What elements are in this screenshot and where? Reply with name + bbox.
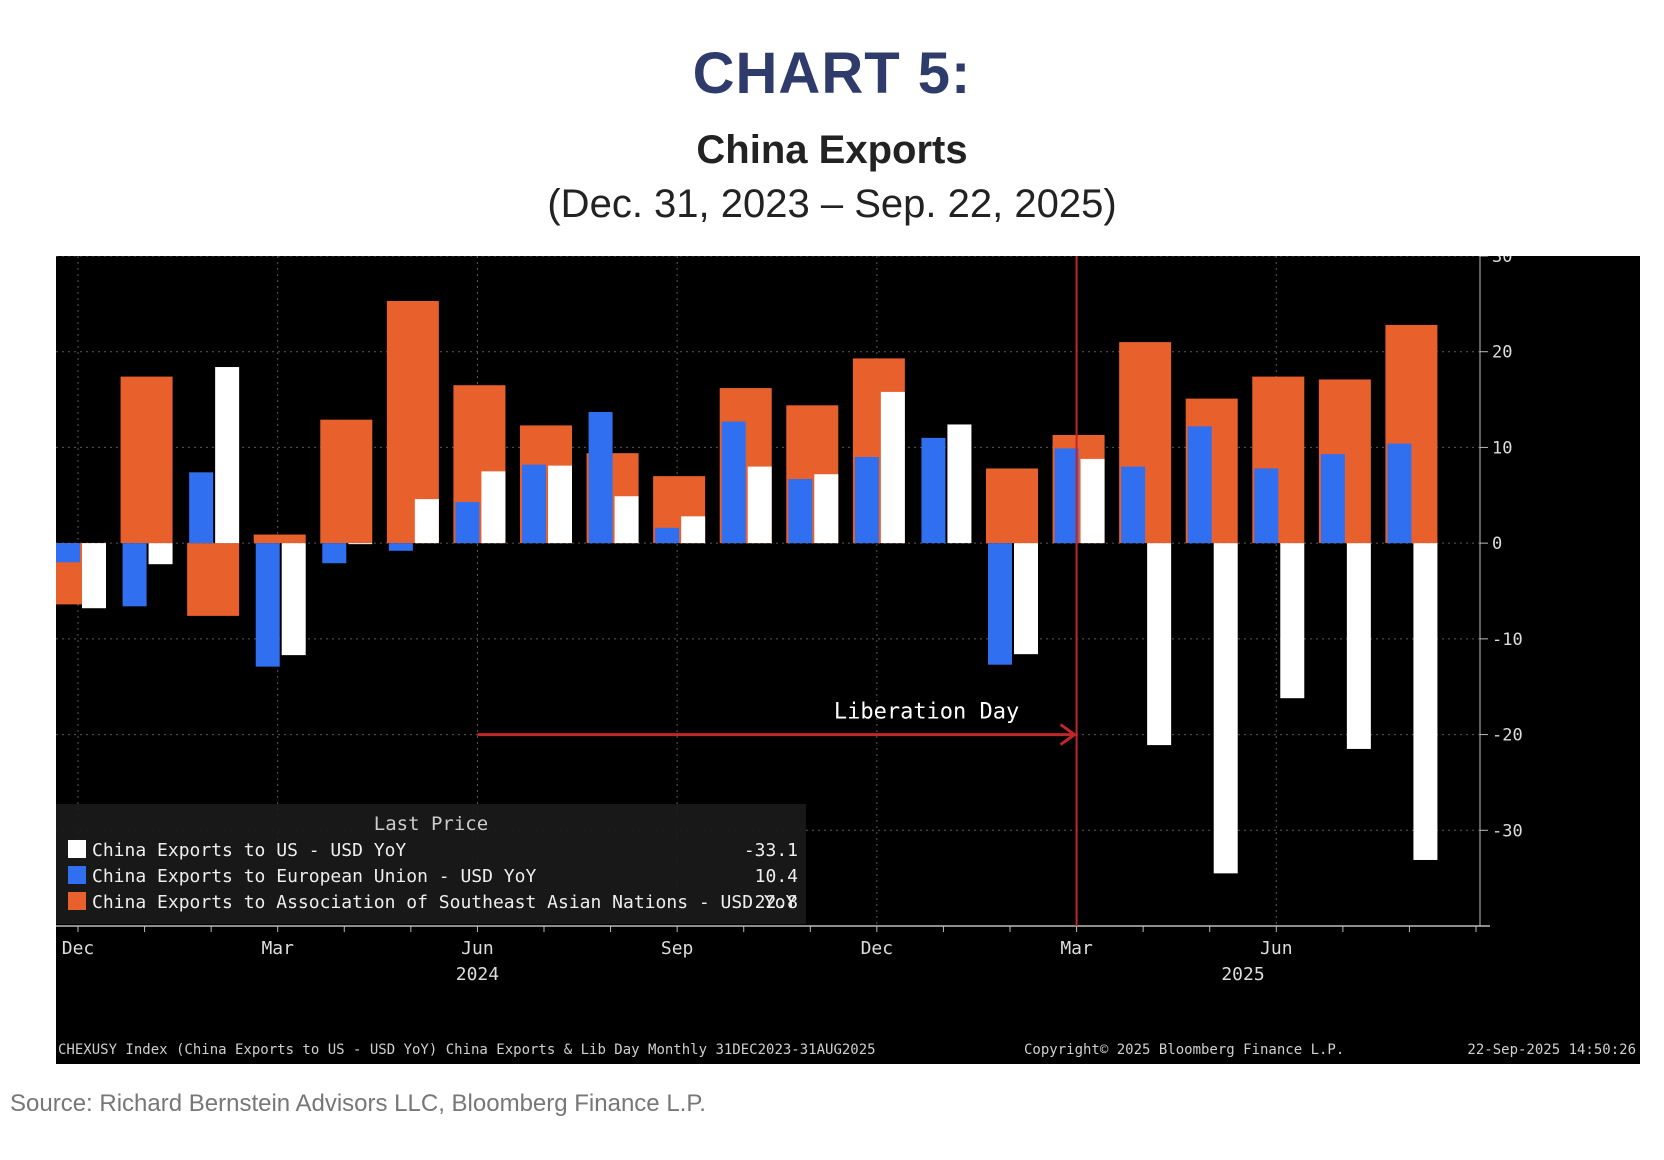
footer-timestamp-text: 22-Sep-2025 14:50:26 xyxy=(1467,1042,1636,1058)
legend-label-us: China Exports to US - USD YoY xyxy=(92,840,406,861)
bar-us xyxy=(414,499,439,544)
bar-us xyxy=(1014,543,1038,655)
bar-us xyxy=(1346,543,1371,749)
y-tick-label: 0 xyxy=(1492,534,1502,554)
legend-swatch-us xyxy=(68,840,86,858)
footer-copyright-text: Copyright© 2025 Bloomberg Finance L.P. xyxy=(1024,1042,1344,1058)
bar-us xyxy=(281,543,306,656)
y-tick-label: -30 xyxy=(1492,821,1523,841)
chart-title: China Exports xyxy=(696,128,968,172)
bar-eu xyxy=(854,457,879,544)
legend-swatch-asean xyxy=(68,892,86,910)
source-note: Source: Richard Bernstein Advisors LLC, … xyxy=(10,1090,706,1117)
chart-footer: CHEXUSY Index (China Exports to US - USD… xyxy=(58,1042,1636,1058)
chart-panel: 30 20 10 0 -10 -20 -30 Dec Mar Jun Sep Dec Mar Jun 202… xyxy=(54,247,1640,1064)
x-tick-label: Mar xyxy=(261,938,294,959)
x-tick-label: Jun xyxy=(461,938,494,959)
bar-eu xyxy=(921,437,946,544)
bar-asean xyxy=(187,543,240,616)
bar-us xyxy=(481,471,506,544)
bars-group xyxy=(54,300,1438,874)
bar-us xyxy=(1413,543,1438,860)
bar-us xyxy=(1213,543,1238,874)
bar-us xyxy=(1147,543,1172,746)
bar-eu xyxy=(655,527,680,544)
bar-us xyxy=(614,496,639,544)
bar-eu xyxy=(588,412,613,544)
legend-label-asean: China Exports to Association of Southeas… xyxy=(92,892,797,913)
x-tick-label: Sep xyxy=(661,938,694,959)
bar-eu xyxy=(56,543,80,563)
y-tick-label: 20 xyxy=(1492,343,1512,363)
bar-us xyxy=(1080,458,1105,544)
x-year-label: 2024 xyxy=(456,964,499,985)
bar-us xyxy=(681,516,706,544)
bar-us xyxy=(880,391,905,544)
bar-us xyxy=(1280,543,1305,699)
x-tick-label: Jun xyxy=(1260,938,1293,959)
bar-us xyxy=(215,367,240,544)
bar-eu xyxy=(255,543,280,667)
y-tick-label: 10 xyxy=(1492,438,1512,458)
bar-asean xyxy=(120,376,173,544)
x-tick-label: Dec xyxy=(861,938,894,959)
legend-value-us: -33.1 xyxy=(744,840,798,861)
bar-asean xyxy=(253,534,306,544)
bar-eu xyxy=(721,421,746,544)
bar-eu xyxy=(1121,466,1146,544)
legend-title: Last Price xyxy=(374,813,488,835)
liberation-day-label: Liberation Day xyxy=(834,700,1019,725)
legend: Last Price China Exports to US - USD YoY -… xyxy=(56,804,806,924)
bar-eu xyxy=(988,543,1012,665)
bar-us xyxy=(814,474,839,544)
bar-us xyxy=(82,543,106,609)
bar-eu xyxy=(455,501,480,544)
bar-us xyxy=(947,424,972,544)
bar-us xyxy=(348,543,373,545)
x-tick-label: Mar xyxy=(1060,938,1093,959)
bar-chart: 30 20 10 0 -10 -20 -30 Dec Mar Jun Sep Dec Mar Jun 202… xyxy=(54,247,1640,1064)
bar-eu xyxy=(1254,468,1279,544)
legend-box xyxy=(56,804,806,924)
y-tick-label: -20 xyxy=(1492,726,1523,746)
bar-eu xyxy=(522,464,546,544)
bar-eu xyxy=(122,543,147,607)
x-year-label: 2025 xyxy=(1221,964,1264,985)
axes-group: 30 20 10 0 -10 -20 -30 Dec Mar Jun Sep Dec Mar Jun 202… xyxy=(56,247,1523,985)
bar-eu xyxy=(388,543,413,551)
bar-eu xyxy=(1320,454,1345,544)
bar-asean xyxy=(986,468,1038,544)
x-tick-label: Dec xyxy=(62,938,95,959)
bar-us xyxy=(747,466,772,544)
chart-date-range: (Dec. 31, 2023 – Sep. 22, 2025) xyxy=(547,182,1117,226)
bar-eu xyxy=(788,479,813,544)
bar-eu xyxy=(322,543,347,564)
bar-asean xyxy=(320,419,373,544)
footer-left-text: CHEXUSY Index (China Exports to US - USD… xyxy=(58,1042,876,1058)
liberation-day-annotation: Liberation Day xyxy=(477,256,1078,926)
bar-eu xyxy=(189,472,214,544)
legend-swatch-eu xyxy=(68,866,86,884)
legend-label-eu: China Exports to European Union - USD Yo… xyxy=(92,866,536,887)
y-tick-label: 30 xyxy=(1492,256,1512,267)
bar-eu xyxy=(1387,443,1412,544)
liberation-day-arrow-head xyxy=(1059,723,1078,746)
bar-us xyxy=(148,543,173,565)
y-tick-label: -10 xyxy=(1492,630,1523,650)
legend-value-asean: 22.8 xyxy=(755,892,798,913)
bar-eu xyxy=(1054,448,1079,544)
bar-us xyxy=(548,465,572,544)
legend-value-eu: 10.4 xyxy=(755,866,798,887)
chart-number-heading: CHART 5: xyxy=(692,41,972,106)
bar-eu xyxy=(1187,426,1212,544)
